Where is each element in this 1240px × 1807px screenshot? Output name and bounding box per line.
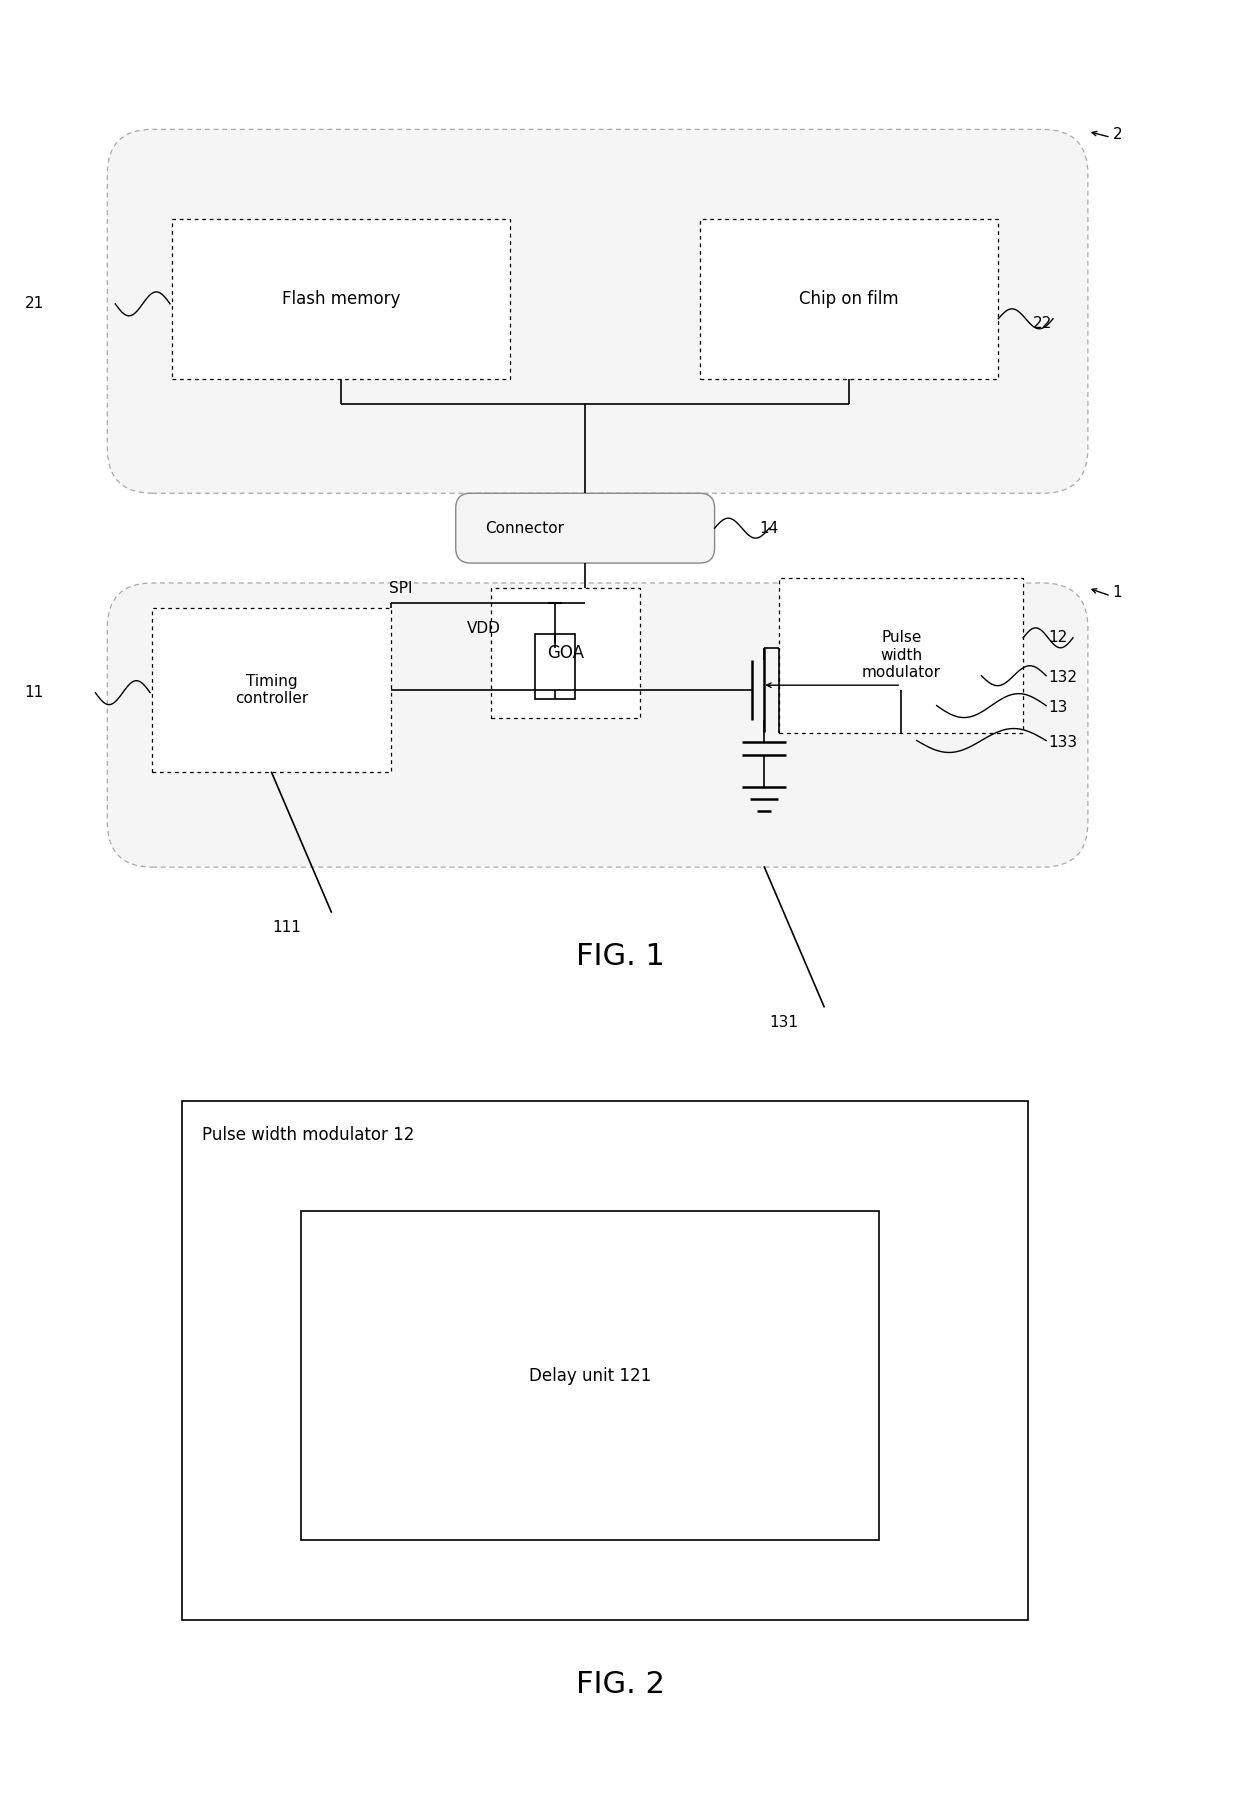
Text: 111: 111 [272, 920, 301, 934]
Bar [301, 1211, 879, 1540]
Bar [699, 219, 998, 379]
Bar [779, 578, 1023, 732]
FancyBboxPatch shape [456, 493, 714, 564]
Text: 132: 132 [1048, 670, 1078, 685]
Text: 22: 22 [1033, 316, 1053, 331]
Text: 11: 11 [25, 685, 43, 699]
Text: Pulse width modulator 12: Pulse width modulator 12 [202, 1126, 414, 1144]
Text: VDD: VDD [466, 622, 501, 636]
Text: 133: 133 [1048, 735, 1078, 750]
Text: 131: 131 [770, 1014, 799, 1030]
Text: 1: 1 [1112, 585, 1122, 600]
Text: Flash memory: Flash memory [281, 289, 401, 307]
Bar [172, 219, 511, 379]
Text: Timing
controller: Timing controller [234, 674, 309, 707]
Text: Chip on film: Chip on film [799, 289, 899, 307]
Text: Connector: Connector [486, 520, 564, 535]
Text: 21: 21 [25, 296, 43, 311]
Bar [182, 1102, 1028, 1619]
Text: 13: 13 [1048, 699, 1068, 716]
Text: FIG. 2: FIG. 2 [575, 1670, 665, 1699]
Text: GOA: GOA [547, 643, 584, 661]
Text: Pulse
width
modulator: Pulse width modulator [862, 631, 941, 679]
Bar [153, 607, 391, 772]
Bar [536, 634, 575, 699]
Text: 12: 12 [1048, 631, 1068, 645]
Text: Delay unit 121: Delay unit 121 [529, 1366, 651, 1384]
FancyBboxPatch shape [108, 584, 1087, 867]
Text: 2: 2 [1112, 126, 1122, 143]
Text: 14: 14 [759, 520, 779, 535]
Text: SPI: SPI [389, 582, 413, 596]
Bar [491, 587, 640, 717]
FancyBboxPatch shape [108, 130, 1087, 493]
Text: FIG. 1: FIG. 1 [575, 941, 665, 972]
